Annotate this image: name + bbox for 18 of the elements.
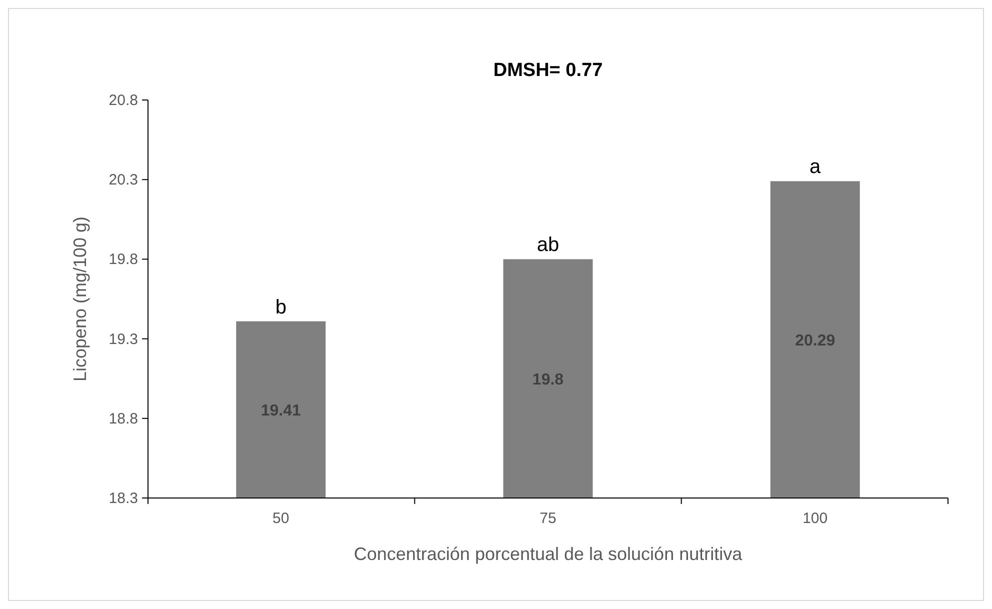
x-tick-label: 50 xyxy=(272,510,290,527)
data-label: 19.8 xyxy=(532,372,564,389)
y-tick-label: 19.3 xyxy=(108,330,138,348)
data-label: 19.41 xyxy=(260,402,302,420)
annotation: a xyxy=(810,156,822,178)
y-tick-label: 20.8 xyxy=(108,92,138,109)
chart-title: DMSH= 0.77 xyxy=(493,60,603,81)
y-axis-title: Licopeno (mg/100 g) xyxy=(70,216,90,382)
annotation: b xyxy=(275,296,286,318)
y-tick-label: 18.3 xyxy=(108,490,138,507)
y-tick-label: 20.3 xyxy=(108,172,138,189)
x-tick-label: 100 xyxy=(802,510,828,527)
annotation: ab xyxy=(536,234,560,256)
y-tick-label: 19.8 xyxy=(108,251,138,268)
y-tick-label: 18.8 xyxy=(108,410,138,428)
x-axis-title: Concentración porcentual de la solución nutritiva xyxy=(354,544,744,564)
x-tick-label: 75 xyxy=(540,510,556,527)
data-label: 20.29 xyxy=(795,332,836,350)
